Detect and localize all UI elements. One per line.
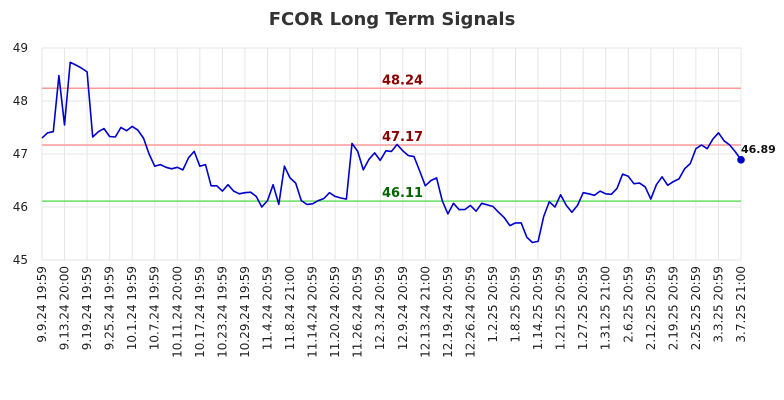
x-axis: 9.9.24 19:59 9.13.24 20:00 9.19.24 19:59 9.… [35, 266, 748, 358]
x-tick-label: 9.19.24 19:59 [80, 266, 94, 350]
x-tick-label: 12.19.24 20:59 [441, 266, 455, 358]
x-tick-label: 10.23.24 19:59 [215, 266, 229, 358]
chart-title: FCOR Long Term Signals [269, 9, 516, 30]
x-tick-label: 12.26.24 20:59 [463, 266, 477, 358]
x-tick-label: 1.21.25 20:59 [554, 266, 568, 350]
grid [41, 47, 742, 261]
x-tick-label: 11.14.24 20:59 [306, 266, 320, 358]
reference-lines: 48.24 47.17 46.11 [42, 73, 741, 202]
x-tick-label: 2.12.25 20:59 [644, 266, 658, 350]
x-tick-label: 3.7.25 21:00 [734, 266, 748, 343]
x-tick-label: 11.26.24 20:59 [351, 266, 365, 358]
last-price-label: 46.89 [741, 143, 776, 156]
reference-line-label: 47.17 [382, 130, 423, 145]
x-tick-label: 11.20.24 20:59 [328, 266, 342, 358]
x-tick-label: 11.4.24 20:59 [260, 266, 274, 350]
x-tick-label: 9.9.24 19:59 [35, 266, 49, 343]
y-tick-label: 48 [13, 94, 28, 108]
x-tick-label: 10.29.24 19:59 [238, 266, 252, 358]
reference-line-label: 46.11 [382, 186, 423, 201]
series-group: 46.89 [41, 61, 776, 244]
x-tick-label: 10.7.24 19:59 [148, 266, 162, 350]
x-tick-label: 10.1.24 19:59 [125, 266, 139, 350]
x-tick-label: 2.25.25 20:59 [689, 266, 703, 350]
x-tick-label: 10.17.24 19:59 [193, 266, 207, 358]
y-tick-label: 49 [13, 41, 28, 55]
x-tick-label: 2.6.25 20:59 [621, 266, 635, 343]
x-tick-label: 1.14.25 20:59 [531, 266, 545, 350]
x-tick-label: 1.31.25 21:00 [599, 266, 613, 350]
x-tick-label: 1.27.25 20:59 [576, 266, 590, 350]
y-tick-label: 46 [13, 200, 28, 214]
x-tick-label: 10.11.24 20:00 [170, 266, 184, 358]
x-tick-label: 1.2.25 20:59 [486, 266, 500, 343]
x-tick-label: 2.19.25 20:59 [666, 266, 680, 350]
x-tick-label: 12.3.24 20:59 [373, 266, 387, 350]
x-tick-label: 9.13.24 20:00 [58, 266, 72, 350]
y-axis: 45 46 47 48 49 [13, 41, 28, 267]
x-tick-label: 12.13.24 21:00 [418, 266, 432, 358]
x-tick-label: 12.9.24 20:59 [396, 266, 410, 350]
x-tick-label: 3.3.25 20:59 [711, 266, 725, 343]
last-price-marker [737, 156, 745, 164]
x-tick-label: 11.8.24 21:00 [283, 266, 297, 350]
x-tick-label: 1.8.25 20:59 [509, 266, 523, 343]
price-line [41, 61, 742, 244]
y-tick-label: 47 [13, 147, 28, 161]
x-tick-label: 9.25.24 19:59 [103, 266, 117, 350]
y-tick-label: 45 [13, 253, 28, 267]
reference-line-label: 48.24 [382, 73, 423, 88]
